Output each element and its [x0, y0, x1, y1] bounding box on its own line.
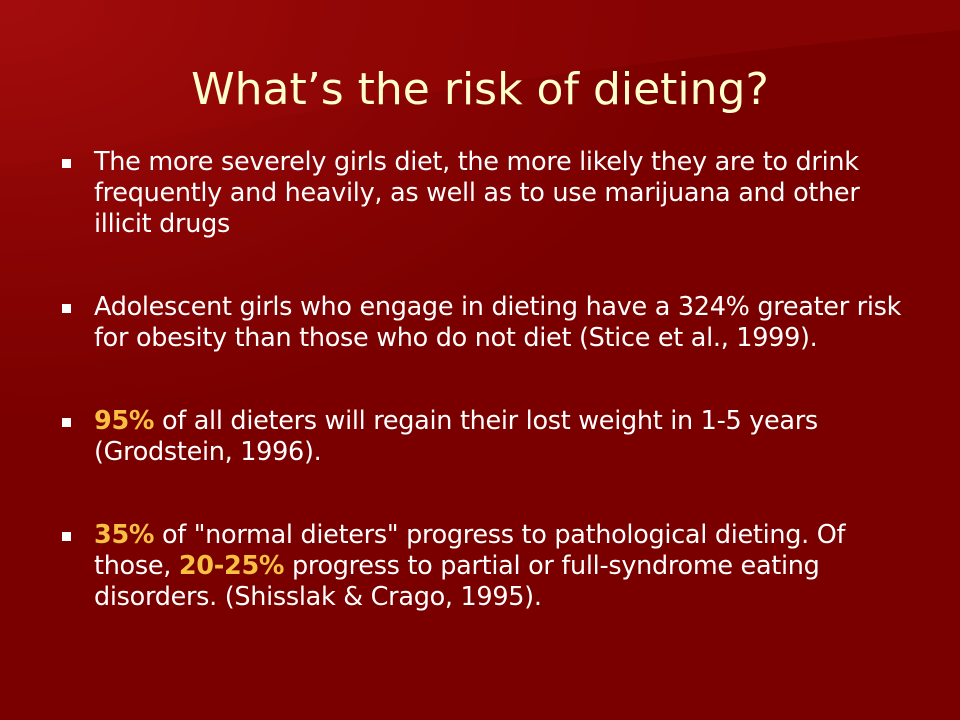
emphasized-text: 35% — [94, 520, 155, 550]
bullet-text: of all dieters will regain their lost we… — [94, 406, 818, 467]
bullet-marker — [62, 532, 71, 541]
emphasized-text: 20-25% — [178, 551, 285, 581]
bullet-item: The more severely girls diet, the more l… — [60, 147, 910, 240]
bullet-marker — [62, 418, 71, 427]
bullet-item: Adolescent girls who engage in dieting h… — [60, 292, 910, 354]
bullet-marker — [62, 304, 71, 313]
slide-title: What’s the risk of dieting? — [191, 64, 769, 115]
emphasized-text: 95% — [94, 406, 155, 436]
bullet-item: 95% of all dieters will regain their los… — [60, 406, 910, 468]
bullet-text: progress to partial or full-syndrome eat… — [94, 551, 820, 612]
bullet-item: 35% of "normal dieters" progress to path… — [60, 520, 910, 613]
bullet-text: of "normal dieters" progress to patholog… — [94, 520, 846, 581]
bullet-text: Adolescent girls who engage in dieting h… — [94, 292, 902, 353]
bullet-marker — [62, 159, 71, 168]
bullet-list: The more severely girls diet, the more l… — [60, 147, 910, 665]
background-wave — [0, 0, 960, 170]
bullet-text: The more severely girls diet, the more l… — [94, 147, 860, 239]
